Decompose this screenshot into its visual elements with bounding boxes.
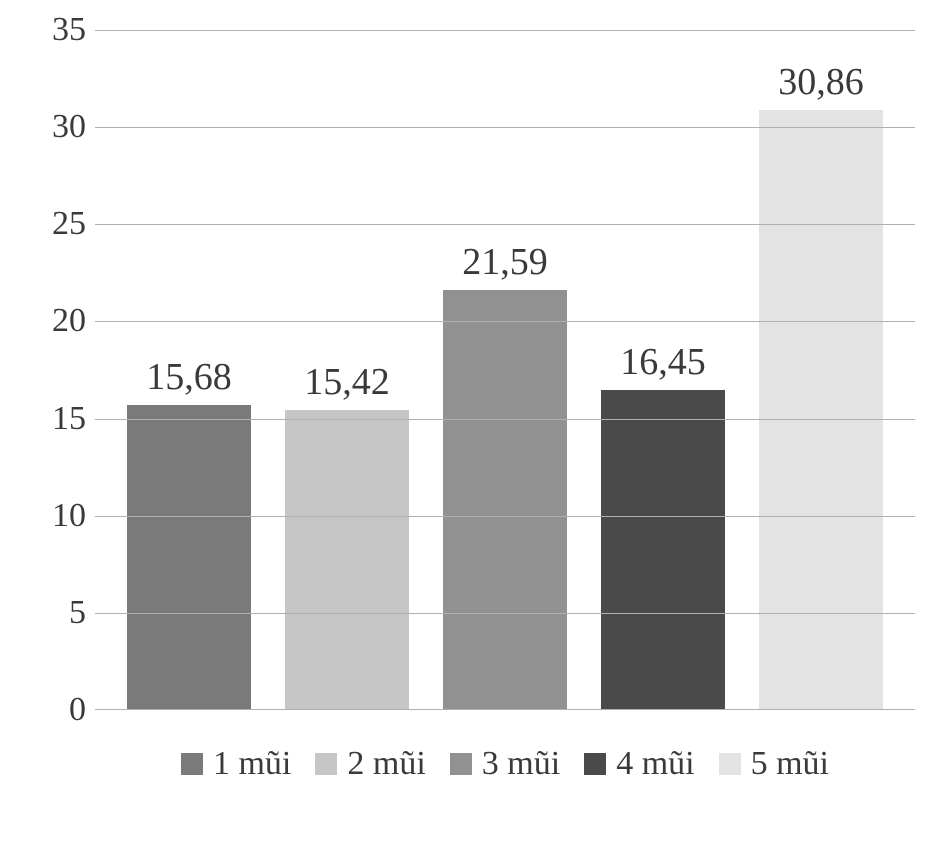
bar-value-label: 16,45	[620, 340, 706, 384]
bar-rect	[443, 290, 566, 709]
gridline	[95, 321, 915, 322]
legend-swatch	[450, 753, 472, 775]
legend-swatch	[584, 753, 606, 775]
y-tick-label: 30	[16, 108, 86, 146]
legend-item: 4 mũi	[584, 745, 694, 783]
legend-label: 4 mũi	[616, 745, 694, 783]
bar-value-label: 15,42	[304, 360, 390, 404]
bar-rect	[601, 390, 724, 709]
y-tick-label: 10	[16, 497, 86, 535]
legend-item: 5 mũi	[719, 745, 829, 783]
legend-swatch	[181, 753, 203, 775]
bar-rect	[285, 410, 408, 709]
legend-swatch	[315, 753, 337, 775]
bar-value-label: 21,59	[462, 240, 548, 284]
y-tick-label: 25	[16, 205, 86, 243]
gridline	[95, 516, 915, 517]
legend-item: 2 mũi	[315, 745, 425, 783]
legend-label: 5 mũi	[751, 745, 829, 783]
y-tick-label: 5	[16, 594, 86, 632]
legend-item: 1 mũi	[181, 745, 291, 783]
legend-swatch	[719, 753, 741, 775]
bar-slot: 21,59	[426, 30, 584, 709]
y-tick-label: 15	[16, 400, 86, 438]
gridline	[95, 419, 915, 420]
legend-label: 2 mũi	[347, 745, 425, 783]
bar-rect	[759, 110, 882, 709]
gridline	[95, 224, 915, 225]
bar-slot: 15,68	[110, 30, 268, 709]
y-tick-label: 35	[16, 11, 86, 49]
gridline	[95, 30, 915, 31]
legend-item: 3 mũi	[450, 745, 560, 783]
bar-slot: 15,42	[268, 30, 426, 709]
bars-wrap: 15,68 15,42 21,59 16,45 30,86	[95, 30, 915, 709]
bar-slot: 30,86	[742, 30, 900, 709]
bar-slot: 16,45	[584, 30, 742, 709]
y-tick-label: 20	[16, 302, 86, 340]
legend: 1 mũi 2 mũi 3 mũi 4 mũi 5 mũi	[95, 745, 915, 783]
bar-value-label: 15,68	[146, 355, 232, 399]
plot-area: 15,68 15,42 21,59 16,45 30,86	[95, 30, 915, 710]
gridline	[95, 127, 915, 128]
legend-label: 3 mũi	[482, 745, 560, 783]
bar-value-label: 30,86	[778, 60, 864, 104]
gridline	[95, 613, 915, 614]
bar-rect	[127, 405, 250, 709]
bar-chart: 15,68 15,42 21,59 16,45 30,86 1 mũi 2 mũi 3 mũ…	[0, 0, 946, 857]
y-tick-label: 0	[16, 691, 86, 729]
legend-label: 1 mũi	[213, 745, 291, 783]
